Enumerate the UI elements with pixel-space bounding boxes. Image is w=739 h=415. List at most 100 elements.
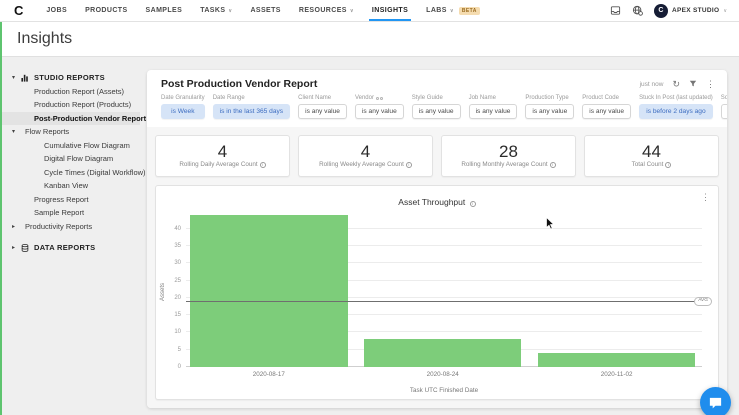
nav-item-samples[interactable]: SAMPLES xyxy=(137,0,192,21)
kpi-total-count: 44 Total Count i xyxy=(584,134,719,177)
nav-item-tasks[interactable]: TASKS ∨ xyxy=(191,0,241,21)
globe-icon[interactable] xyxy=(632,5,644,17)
chart-title: Asset Throughput xyxy=(398,196,466,207)
app-logo[interactable]: C xyxy=(14,3,24,18)
filter-chip-vendor[interactable]: is any value xyxy=(354,103,404,119)
nav-item-products[interactable]: PRODUCTS xyxy=(76,0,136,21)
account-name: APEX STUDIO xyxy=(671,7,720,14)
y-tick-label: 10 xyxy=(174,329,181,336)
sidebar-item-label: Cumulative Flow Diagram xyxy=(44,140,130,150)
nav-item-resources[interactable]: RESOURCES ∨ xyxy=(290,0,363,21)
filter-chip-production-type[interactable]: is any value xyxy=(525,103,575,119)
sidebar-item-label: Cycle Times (Digital Workflow) xyxy=(44,167,146,177)
filter-label: Vendor xyxy=(355,95,404,101)
linked-filter-icon xyxy=(375,96,383,100)
sidebar-item-production-report-products[interactable]: Production Report (Products) xyxy=(0,98,140,112)
filter-chip-client-name[interactable]: is any value xyxy=(298,103,347,119)
filter-stuck-in-post-last-updated: Stuck In Post (last updated) is before 2 … xyxy=(639,95,713,119)
filter-product-code: Product Code is any value xyxy=(582,95,632,119)
gridline-20 xyxy=(186,296,702,298)
filter-production-type: Production Type is any value xyxy=(525,95,575,119)
filter-label: Date Granularity xyxy=(161,95,205,101)
chat-button[interactable] xyxy=(700,387,731,415)
filter-label-text: Style Guide xyxy=(411,95,443,101)
kpi-label: Rolling Weekly Average Count i xyxy=(319,161,412,168)
sidebar-item-label: DATA REPORTS xyxy=(34,243,96,253)
page-title: Insights xyxy=(17,30,73,47)
sidebar-item-label: Progress Report xyxy=(34,194,89,204)
sidebar-item-cycle-times-digital-workflow[interactable]: Cycle Times (Digital Workflow) xyxy=(0,166,146,180)
kpi-value: 4 xyxy=(217,141,228,161)
refresh-icon[interactable]: ↻ xyxy=(672,78,680,89)
top-nav: C JOBS PRODUCTS SAMPLES TASKS ∨ ASSETS RESOURC… xyxy=(0,0,739,22)
sidebar-item-sample-report[interactable]: Sample Report xyxy=(0,206,140,220)
chart-bar-2020-08-17[interactable] xyxy=(190,214,348,367)
sidebar-item-productivity-reports[interactable]: ▸ Productivity Reports xyxy=(0,220,140,234)
caret-collapsed-icon[interactable]: ▸ xyxy=(12,223,16,230)
account-menu[interactable]: C APEX STUDIO ∨ xyxy=(653,3,727,18)
sidebar-item-studio-reports[interactable]: ▾ STUDIO REPORTS xyxy=(0,71,140,85)
filter-label-text: Production Type xyxy=(525,95,569,101)
chart-bar-2020-08-24[interactable] xyxy=(364,339,522,367)
nav-item-label: PRODUCTS xyxy=(85,7,128,14)
page-header: Insights xyxy=(0,22,739,57)
filter-chip-source[interactable]: is any value xyxy=(720,103,727,119)
more-menu-icon[interactable]: ⋮ xyxy=(706,78,715,89)
nav-item-jobs[interactable]: JOBS xyxy=(37,0,76,21)
x-tick-label: 2020-08-17 xyxy=(252,371,285,378)
sidebar-item-label: Sample Report xyxy=(34,208,85,218)
filter-chip-job-name[interactable]: is any value xyxy=(468,103,518,119)
info-icon[interactable]: i xyxy=(405,161,412,168)
chart-plot-area: 0 5 10 15 20 25 30 35 40 2020-08-17 2020-08-24 2020… xyxy=(174,212,712,378)
filter-label: Production Type xyxy=(525,95,574,101)
kpi-rolling-daily-average-count: 4 Rolling Daily Average Count i xyxy=(155,134,290,177)
chart-more-menu-icon[interactable]: ⋮ xyxy=(701,191,710,202)
filter-label: Job Name xyxy=(469,95,518,101)
filter-chip-stuck-in-post-last-updated[interactable]: is before 2 days ago xyxy=(639,103,713,119)
sidebar-item-post-production-vendor-report[interactable]: Post-Production Vendor Report xyxy=(0,111,146,125)
sidebar-item-data-reports[interactable]: ▸ DATA REPORTS xyxy=(0,241,140,255)
filter-icon[interactable] xyxy=(689,80,697,88)
sidebar-item-kanban-view[interactable]: Kanban View xyxy=(0,179,140,193)
kpi-value: 28 xyxy=(499,141,518,161)
filter-label: Client Name xyxy=(298,95,347,101)
main-nav: JOBS PRODUCTS SAMPLES TASKS ∨ ASSETS RESOURCES… xyxy=(37,0,488,21)
info-icon[interactable]: i xyxy=(469,200,476,207)
nav-item-label: ASSETS xyxy=(250,7,281,14)
nav-item-label: INSIGHTS xyxy=(371,7,409,14)
main-content: Post Production Vendor Report just now ↻… xyxy=(140,57,739,415)
sidebar-item-digital-flow-diagram[interactable]: Digital Flow Diagram xyxy=(0,152,140,166)
inbox-icon[interactable] xyxy=(610,5,622,17)
chevron-down-icon: ∨ xyxy=(723,7,727,14)
sidebar-item-cumulative-flow-diagram[interactable]: Cumulative Flow Diagram xyxy=(0,139,140,153)
info-icon[interactable]: i xyxy=(259,161,266,168)
sidebar-item-progress-report[interactable]: Progress Report xyxy=(0,193,140,207)
chart-bar-2020-11-02[interactable] xyxy=(537,353,696,367)
caret-expanded-icon[interactable]: ▾ xyxy=(12,75,16,82)
avatar: C xyxy=(653,3,668,18)
kpi-label: Rolling Daily Average Count i xyxy=(179,161,266,168)
filter-chip-style-guide[interactable]: is any value xyxy=(411,103,461,119)
info-icon[interactable]: i xyxy=(665,161,672,168)
caret-expanded-icon[interactable]: ▾ xyxy=(12,129,16,136)
sidebar-item-flow-reports[interactable]: ▾ Flow Reports xyxy=(0,125,140,139)
nav-item-labs[interactable]: LABS ∨ BETA xyxy=(417,0,489,21)
last-updated: just now xyxy=(639,80,664,88)
nav-right: C APEX STUDIO ∨ xyxy=(610,3,731,18)
filter-chip-date-range[interactable]: is in the last 365 days xyxy=(212,103,291,119)
filter-chip-product-code[interactable]: is any value xyxy=(582,103,632,119)
nav-item-insights[interactable]: INSIGHTS xyxy=(363,0,417,21)
gridline-10 xyxy=(186,331,702,333)
kpi-value: 44 xyxy=(642,141,661,161)
filter-label-text: Source xyxy=(720,95,727,101)
sidebar: ▾ STUDIO REPORTS Production Report (Assets… xyxy=(0,57,146,415)
y-tick-label: 35 xyxy=(174,243,181,250)
info-icon[interactable]: i xyxy=(549,161,556,168)
gridline-25 xyxy=(186,279,702,281)
filter-label-text: Date Granularity xyxy=(161,95,205,101)
sidebar-item-production-report-assets[interactable]: Production Report (Assets) xyxy=(0,85,140,99)
filter-chip-date-granularity[interactable]: is Week xyxy=(161,103,205,119)
nav-item-assets[interactable]: ASSETS xyxy=(241,0,289,21)
sidebar-item-label: Digital Flow Diagram xyxy=(44,154,114,164)
caret-collapsed-icon[interactable]: ▸ xyxy=(12,245,16,252)
